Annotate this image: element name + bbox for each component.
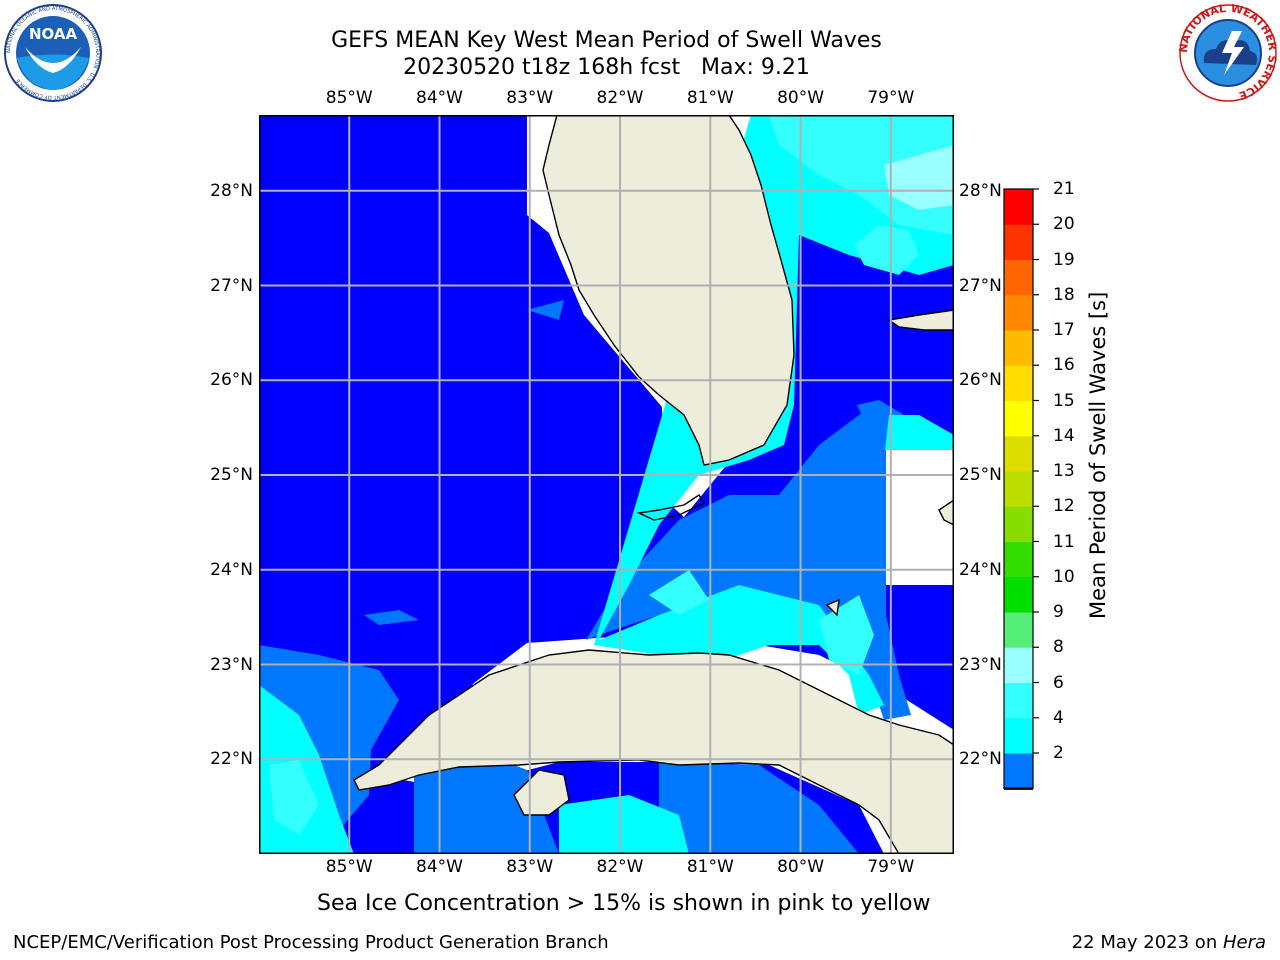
colorbar-tick-label: 16 <box>1053 355 1075 376</box>
colorbar-segment <box>1004 682 1033 719</box>
florida-keys <box>636 494 706 521</box>
colorbar-segment <box>1004 471 1033 507</box>
map-canvas <box>259 115 954 854</box>
lat-tick-label: 26°N <box>210 370 253 391</box>
colorbar-segment <box>1004 506 1033 542</box>
colorbar-tick-label: 18 <box>1053 284 1075 305</box>
colorbar-segment <box>1004 612 1033 648</box>
colorbar-tick-label: 8 <box>1053 637 1064 658</box>
swell-patch <box>364 610 419 625</box>
colorbar-tick-label: 19 <box>1053 249 1075 270</box>
bahamas-cay <box>825 598 840 617</box>
nws-logo: NATIONAL WEATHER SERVICE <box>1177 2 1279 103</box>
lat-tick-label: 22°N <box>210 749 253 770</box>
colorbar-segment <box>1004 647 1033 683</box>
map-panel <box>259 115 954 854</box>
colorbar-tick-label: 4 <box>1053 707 1064 728</box>
swell-band-6-8s <box>269 115 954 835</box>
colorbar-tick-label: 9 <box>1053 602 1064 622</box>
noaa-logo: NOAA NATIONAL OCEANIC AND ATMOSPHERIC AD… <box>3 3 103 103</box>
lat-tick-label: 28°N <box>959 180 1002 201</box>
colorbar-scale <box>1002 188 1039 816</box>
lon-tick-label: 80°W <box>777 88 825 108</box>
colorbar-tick-label: 20 <box>1053 214 1075 235</box>
lat-tick-label: 25°N <box>959 465 1002 486</box>
colorbar-tick-label: 12 <box>1053 496 1075 517</box>
footer-branch: NCEP/EMC/Verification Post Processing Pr… <box>13 932 609 953</box>
colorbar-segment <box>1004 224 1033 260</box>
map-gridlines <box>259 115 954 854</box>
lon-tick-label: 81°W <box>686 857 734 877</box>
lon-tick-label: 82°W <box>596 857 644 877</box>
footer-host: Hera <box>1222 932 1266 953</box>
colorbar-frame <box>1003 188 1034 789</box>
lon-tick-label: 82°W <box>596 88 644 108</box>
lat-tick-label: 25°N <box>210 465 253 486</box>
cuba-island <box>353 649 954 854</box>
colorbar-segment <box>1004 576 1033 613</box>
noaa-logo-text: NOAA <box>29 25 78 43</box>
colorbar <box>990 180 1060 816</box>
lat-tick-label: 24°N <box>210 559 253 580</box>
colorbar-tick-label: 11 <box>1053 531 1075 552</box>
lon-tick-label: 83°W <box>506 857 554 877</box>
swell-patch <box>527 300 564 320</box>
colorbar-segment <box>1004 717 1033 754</box>
lon-tick-label: 80°W <box>777 857 825 877</box>
footer-date-text: 22 May 2023 on <box>1071 932 1223 953</box>
colorbar-segment <box>1004 294 1033 331</box>
chart-title: GEFS MEAN Key West Mean Period of Swell … <box>331 28 882 53</box>
swell-band-8-9s <box>884 145 954 210</box>
sea-ice-note: Sea Ice Concentration > 15% is shown in … <box>317 891 931 916</box>
lon-tick-label: 84°W <box>416 857 463 877</box>
colorbar-tick-label: 6 <box>1053 672 1064 693</box>
colorbar-segment <box>1004 365 1033 401</box>
lon-tick-label: 84°W <box>416 88 463 108</box>
bahamas-andros <box>938 499 954 526</box>
colorbar-tick-label: 10 <box>1053 566 1075 587</box>
colorbar-segment <box>1004 753 1033 789</box>
lon-tick-label: 81°W <box>686 88 734 108</box>
colorbar-segment <box>1004 400 1033 437</box>
colorbar-segment <box>1004 189 1033 225</box>
lon-tick-label: 79°W <box>867 857 915 877</box>
lat-tick-label: 23°N <box>210 654 253 675</box>
colorbar-tick-label: 21 <box>1053 179 1075 199</box>
lat-tick-label: 28°N <box>210 180 253 201</box>
colorbar-tick-label: 15 <box>1053 390 1075 411</box>
colorbar-segment <box>1004 259 1033 296</box>
isla-de-la-juventud <box>513 769 570 816</box>
lat-tick-label: 22°N <box>959 749 1002 770</box>
lon-tick-label: 79°W <box>867 88 915 108</box>
lat-tick-label: 23°N <box>959 654 1002 675</box>
florida-peninsula <box>542 115 795 466</box>
map-frame <box>259 115 954 854</box>
colorbar-title: Mean Period of Swell Waves [s] <box>1086 291 1110 619</box>
lat-tick-label: 26°N <box>959 370 1002 391</box>
bahamas-grand-bahama <box>887 309 954 331</box>
landmasses <box>353 115 954 854</box>
footer-date: 22 May 2023 on Hera <box>1072 932 1266 954</box>
colorbar-segment <box>1004 435 1033 472</box>
lon-tick-label: 85°W <box>325 88 373 108</box>
colorbar-tick-label: 14 <box>1053 425 1075 446</box>
lat-tick-label: 27°N <box>959 275 1002 296</box>
colorbar-segment <box>1004 330 1033 366</box>
chart-subtitle: 20230520 t18z 168h fcst Max: 9.21 <box>403 55 810 80</box>
colorbar-segment <box>1004 541 1033 578</box>
colorbar-tick-label: 2 <box>1053 743 1064 763</box>
lon-tick-label: 83°W <box>506 88 554 108</box>
colorbar-tick-label: 17 <box>1053 320 1075 340</box>
colorbar-tick-label: 13 <box>1053 461 1075 481</box>
lat-tick-label: 24°N <box>959 559 1002 580</box>
lat-tick-label: 27°N <box>210 275 253 296</box>
lon-tick-label: 85°W <box>325 857 373 877</box>
